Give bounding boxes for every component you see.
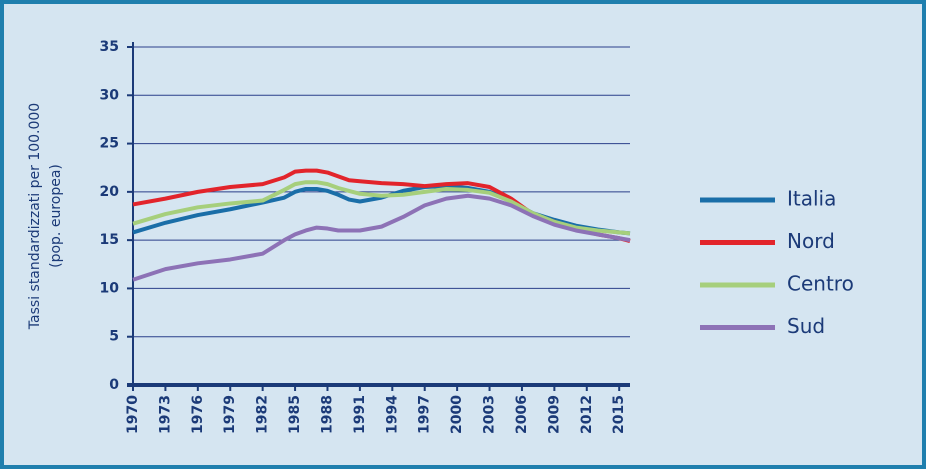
series-line xyxy=(132,193,631,282)
y-tick-label: 20 xyxy=(100,184,120,200)
legend-label: Italia xyxy=(787,187,836,211)
y-tick-label: 35 xyxy=(100,39,119,55)
x-tick-label: 1991 xyxy=(352,395,368,434)
x-tick-label: 2009 xyxy=(546,395,562,434)
x-tick-label: 1988 xyxy=(319,395,335,434)
x-tick-label: 1976 xyxy=(190,395,206,434)
x-tick-label: 2015 xyxy=(611,395,627,434)
x-tick-label: 1997 xyxy=(417,395,433,434)
x-tick-label: 2012 xyxy=(579,395,595,434)
x-tick-label: 1985 xyxy=(287,395,303,434)
x-tick-label: 1979 xyxy=(222,395,238,434)
legend-label: Centro xyxy=(787,272,854,296)
y-tick-label: 30 xyxy=(100,87,120,103)
x-tick-label: 2000 xyxy=(449,395,465,434)
x-tick-label: 1982 xyxy=(255,395,271,434)
y-tick-label: 25 xyxy=(100,136,119,152)
legend-label: Nord xyxy=(787,229,835,253)
y-tick-label: 0 xyxy=(109,377,119,393)
x-tick-label: 1994 xyxy=(384,395,400,434)
x-tick-label: 2006 xyxy=(514,395,530,434)
x-tick-label: 2003 xyxy=(482,395,498,434)
y-tick-label: 10 xyxy=(100,280,120,296)
x-tick-label: 1973 xyxy=(157,395,173,434)
legend-label: Sud xyxy=(787,314,825,338)
y-axis-label: (pop. europea) xyxy=(48,164,64,268)
y-tick-label: 15 xyxy=(100,232,119,248)
series-line xyxy=(132,180,631,236)
y-axis-label: Tassi standardizzati per 100.000 xyxy=(27,103,43,330)
x-tick-label: 1970 xyxy=(125,395,141,434)
y-tick-label: 5 xyxy=(109,329,119,345)
